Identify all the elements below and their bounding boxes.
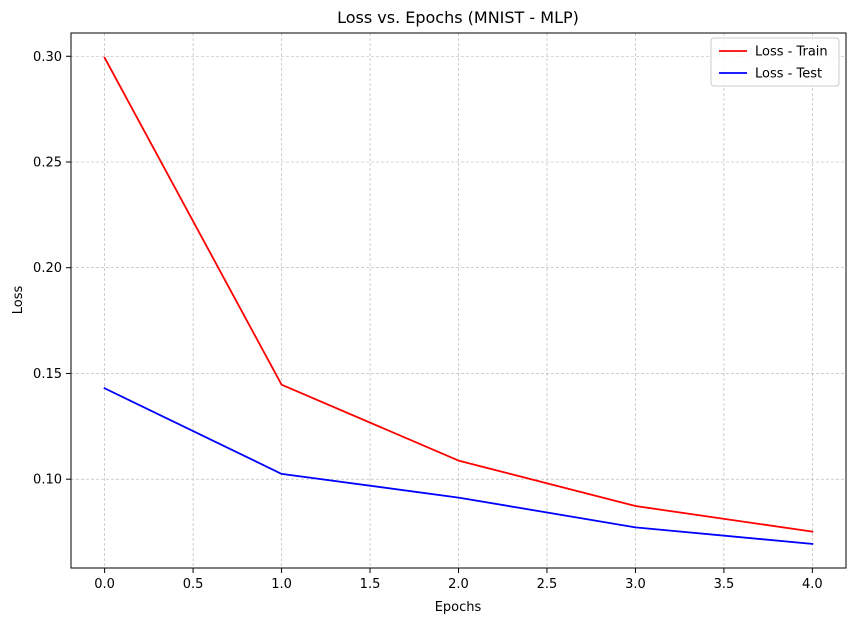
y-tick-label: 0.20: [33, 261, 62, 276]
tick-layer: 0.0 0.5 1.0 1.5 2.0 2.5 3.0 3.5 4.0 0.10 0.15 0.20 0…: [33, 50, 823, 592]
x-tick-label: 1.5: [360, 577, 381, 592]
grid-layer: [71, 33, 846, 568]
y-tick-label: 0.10: [33, 473, 62, 488]
chart-title: Loss vs. Epochs (MNIST - MLP): [337, 8, 579, 27]
series-line-test: [103, 387, 814, 545]
y-tick-label: 0.30: [33, 50, 62, 65]
x-tick-label: 2.0: [448, 577, 469, 592]
x-tick-label: 1.0: [271, 577, 292, 592]
legend-label: Loss - Test: [755, 67, 822, 82]
x-axis-label: Epochs: [435, 600, 482, 615]
y-axis-label: Loss: [11, 286, 26, 315]
legend-frame: [710, 37, 840, 87]
series-line-train: [103, 56, 814, 533]
legend-label: Loss - Train: [755, 45, 828, 60]
x-tick-label: 3.0: [625, 577, 646, 592]
x-tick-label: 0.5: [183, 577, 204, 592]
series-layer: [103, 56, 814, 545]
x-tick-label: 0.0: [94, 577, 115, 592]
x-tick-label: 3.5: [714, 577, 735, 592]
x-tick-label: 4.0: [802, 577, 823, 592]
y-tick-label: 0.15: [33, 367, 62, 382]
x-tick-label: 2.5: [537, 577, 558, 592]
legend: Loss - Train Loss - Test: [710, 37, 840, 87]
y-tick-label: 0.25: [33, 155, 62, 170]
